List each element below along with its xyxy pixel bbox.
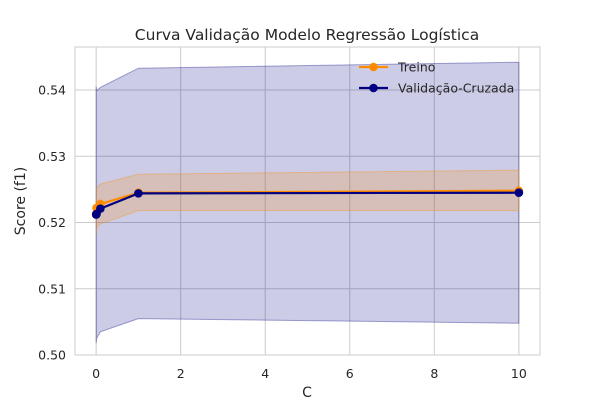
y-tick-label: 0.54 [38,83,66,98]
y-tick-label: 0.50 [38,348,66,363]
validation-point [96,204,105,213]
training-band [95,169,520,235]
legend-swatch-marker [369,62,378,72]
validation-point [514,188,524,198]
x-axis-label: C [302,385,312,400]
y-axis-ticks: 0.50 0.51 0.52 0.53 0.54 [38,83,66,363]
x-tick-label: 6 [346,366,354,381]
validation-band [95,61,520,344]
legend-label: Validação-Cruzada [398,81,514,96]
chart-title: Curva Validação Modelo Regressão Logísti… [135,26,479,44]
validation-point [134,189,143,198]
legend-label: Treino [397,60,435,75]
legend-swatch-marker [369,83,378,93]
x-tick-label: 10 [511,366,527,381]
legend: Treino Validação-Cruzada [359,60,514,96]
y-tick-label: 0.51 [38,281,66,296]
y-tick-label: 0.53 [38,149,66,164]
x-tick-label: 0 [92,366,100,381]
x-tick-label: 4 [261,366,269,381]
x-axis-ticks: 0 2 4 6 8 10 [92,366,527,381]
x-tick-label: 8 [430,366,438,381]
confidence-bands [95,61,520,344]
series-lines [91,186,524,219]
plot-area [74,46,541,356]
y-tick-label: 0.52 [38,215,66,230]
grid [75,47,540,356]
x-tick-label: 2 [177,366,185,381]
y-axis-label: Score (f1) [13,167,29,235]
